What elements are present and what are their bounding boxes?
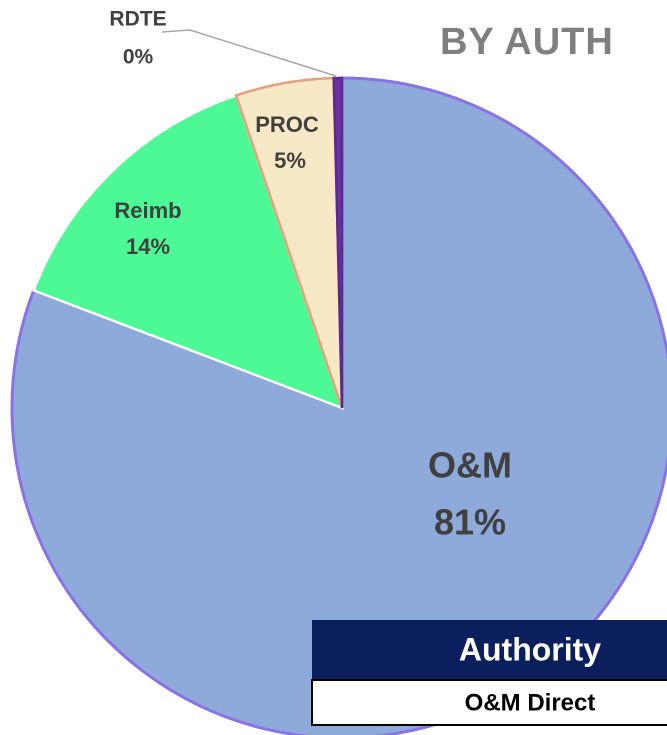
slice-label: RDTE [109,8,166,31]
pie [10,76,667,735]
slice-value-label: 5% [274,148,306,173]
pie-slice [32,93,345,411]
labels: O&M 81% Reimb 14% PROC 5% RDTE 0% [109,8,512,543]
slice-label: O&M [428,445,512,486]
table-header-bg [312,620,667,680]
slice-label: PROC [255,112,319,137]
slice-label: Reimb [114,198,181,223]
pie-slice [332,76,344,409]
table-row [311,679,667,726]
chart-title: BY AUTH [440,21,614,63]
leader-line [161,29,337,77]
table-header: Authority [459,631,601,667]
table-cell: O&M Direct [465,689,596,716]
slice-value-label: 14% [126,234,170,259]
slice-value-label: 81% [434,502,506,543]
slice-value-label: 0% [123,46,154,69]
